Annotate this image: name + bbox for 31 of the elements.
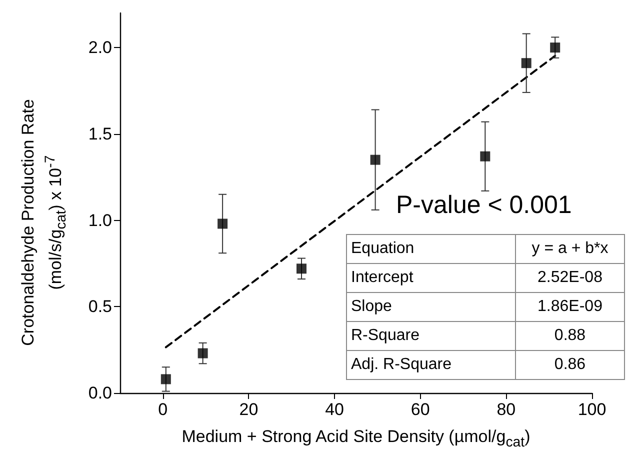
annotation: Equation xyxy=(346,234,516,264)
text: 1.0 xyxy=(88,210,112,230)
annotation: Intercept xyxy=(346,264,516,292)
x-tick-label: 80 xyxy=(496,400,516,419)
annotation: y = a + b*x xyxy=(516,234,624,264)
x-axis-title: Medium + Strong Acid Site Density (µmol/g$_{cat}$) xyxy=(180,426,532,452)
x-tick-label: 40 xyxy=(325,400,344,419)
annotation: 2.52E-08 xyxy=(516,264,624,292)
x-tick-label: 0 xyxy=(158,400,168,419)
annotation: 0.88 xyxy=(516,322,624,350)
annotation: R-Square xyxy=(346,322,516,350)
point xyxy=(370,154,380,165)
x-tick-label: 20 xyxy=(239,400,258,419)
text: 2.0 xyxy=(88,38,112,58)
point xyxy=(550,42,560,53)
annotation: 1.86E-09 xyxy=(516,292,624,322)
x-tick-label: 60 xyxy=(410,400,430,419)
point xyxy=(296,264,307,274)
x-tick-label: 100 xyxy=(578,400,606,419)
point xyxy=(160,374,171,384)
text: 0.0 xyxy=(88,384,112,402)
annotation: Adj. R-Square xyxy=(346,350,516,380)
y-tick-label: 1.5 xyxy=(88,124,112,144)
annotation: Slope xyxy=(346,292,516,322)
point xyxy=(218,218,228,229)
annotation: P-value < 0.001 xyxy=(396,191,572,220)
annotation: 0.86 xyxy=(516,350,624,380)
point xyxy=(521,58,532,68)
point xyxy=(198,348,208,358)
point xyxy=(480,151,490,162)
y-tick-label: 0.5 xyxy=(88,297,112,316)
